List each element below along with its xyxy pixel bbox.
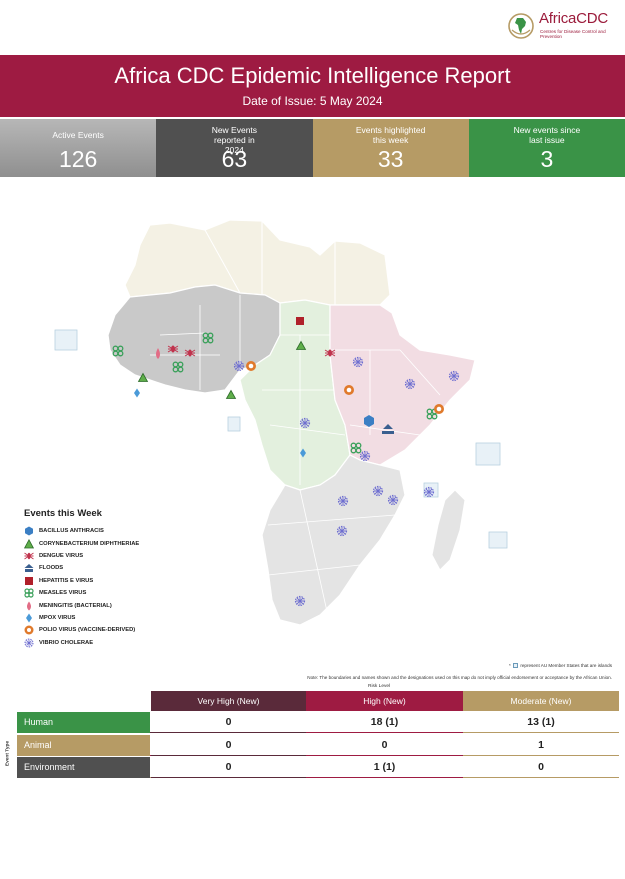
legend-item: DENGUE VIRUS xyxy=(24,550,244,562)
stat-active-events: Active Events 126 xyxy=(0,119,157,177)
meningitis-marker xyxy=(156,348,160,359)
title-banner: Africa CDC Epidemic Intelligence Report … xyxy=(0,55,625,117)
island-cape-verde xyxy=(54,329,78,351)
hepatitis-e-marker xyxy=(296,317,304,325)
legend-item: POLIO VIRUS (VACCINE-DERIVED) xyxy=(24,624,244,636)
row-label: Animal xyxy=(17,735,150,756)
stat-events-highlighted: Events highlighted this week 33 xyxy=(312,119,469,177)
hexagon-icon xyxy=(25,526,33,536)
island-comoros xyxy=(475,442,501,466)
africa-cdc-logo: AfricaCDC Centres for Disease Control an… xyxy=(508,10,620,44)
cholera-icon xyxy=(24,638,34,648)
row-label: Human xyxy=(17,712,150,733)
logo-tagline: Centres for Disease Control and Preventi… xyxy=(540,29,606,39)
stat-label: Events highlighted this week xyxy=(355,125,426,145)
stat-label: New events since last issue xyxy=(513,125,581,145)
cell-very-high: 0 xyxy=(151,735,306,756)
mosquito-icon xyxy=(24,552,34,560)
legend-item: BACILLUS ANTHRACIS xyxy=(24,525,244,537)
flood-icon xyxy=(24,564,34,573)
legend-label: MENINGITIS (BACTERIAL) xyxy=(39,602,112,609)
triangle-icon xyxy=(24,538,34,548)
col-high: High (New) xyxy=(306,691,463,711)
cell-high: 18 (1) xyxy=(306,712,463,733)
event-type-axis: Event Type xyxy=(2,735,14,775)
stat-new-since-last: New events since last issue 3 xyxy=(468,119,625,177)
legend-title: Events this Week xyxy=(24,508,102,519)
east-africa-region xyxy=(329,304,476,466)
stat-value: 126 xyxy=(58,146,98,172)
issue-date: Date of Issue: 5 May 2024 xyxy=(242,94,383,108)
north-africa-region xyxy=(124,219,391,306)
square-icon xyxy=(25,576,33,585)
polio-marker xyxy=(246,361,256,371)
cell-high: 0 xyxy=(306,735,463,756)
legend-label: VIBRIO CHOLERAE xyxy=(39,639,94,646)
africa-map xyxy=(54,219,508,626)
report-title: Africa CDC Epidemic Intelligence Report xyxy=(114,63,511,88)
measles-icon xyxy=(24,588,34,598)
table-row-animal: Animal 0 0 1 xyxy=(17,735,619,756)
row-label: Environment xyxy=(17,757,150,778)
map-legend: Events this Week BACILLUS ANTHRACIS CORY… xyxy=(24,508,244,649)
island-seychelles xyxy=(488,531,508,549)
cell-moderate: 0 xyxy=(463,757,619,778)
legend-item: MENINGITIS (BACTERIAL) xyxy=(24,599,244,611)
legend-label: BACILLUS ANTHRACIS xyxy=(39,528,104,535)
cell-moderate: 13 (1) xyxy=(463,712,619,733)
legend-label: MPOX VIRUS xyxy=(39,614,76,621)
stat-new-events-2024: New Events reported in 2024 63 xyxy=(156,119,313,177)
table-row-human: Human 0 18 (1) 13 (1) xyxy=(17,712,619,733)
legend-item: MEASLES VIRUS xyxy=(24,587,244,599)
polio-marker xyxy=(344,385,354,395)
floods-marker xyxy=(382,424,394,434)
diphtheria-marker xyxy=(226,390,236,399)
cell-very-high: 0 xyxy=(151,757,306,778)
dengue-marker xyxy=(184,349,196,357)
polio-icon xyxy=(24,625,34,635)
map-disclaimer: Note: The boundaries and names shown and… xyxy=(307,675,612,680)
legend-label: POLIO VIRUS (VACCINE-DERIVED) xyxy=(39,627,136,634)
africa-cdc-emblem-icon xyxy=(508,13,534,39)
legend-label: DENGUE VIRUS xyxy=(39,552,84,559)
legend-label: FLOODS xyxy=(39,565,64,572)
cell-high: 1 (1) xyxy=(306,757,463,778)
island-sao-tome xyxy=(227,416,241,432)
stat-value: 63 xyxy=(221,146,248,172)
legend-label: HEPATITIS E VIRUS xyxy=(39,577,94,584)
stat-value: 33 xyxy=(377,146,404,172)
madagascar xyxy=(431,489,466,571)
stat-value: 3 xyxy=(540,146,554,172)
stat-label: New Events reported in 2024 xyxy=(211,125,258,155)
drop-icon xyxy=(27,601,31,611)
legend-item: VIBRIO CHOLERAE xyxy=(24,637,244,649)
legend-item: FLOODS xyxy=(24,562,244,574)
legend-label: MEASLES VIRUS xyxy=(39,590,87,597)
col-very-high: Very High (New) xyxy=(151,691,306,711)
stat-label: Active Events xyxy=(52,130,104,140)
stats-bar: Active Events 126 New Events reported in… xyxy=(0,119,625,177)
islands-note: * represent AU Member States that are is… xyxy=(508,663,612,669)
event-type-label: Event Type xyxy=(5,740,11,767)
dengue-marker xyxy=(324,349,336,357)
mpox-marker xyxy=(134,388,140,398)
logo-name: AfricaCDC xyxy=(539,10,609,27)
legend-item: HEPATITIS E VIRUS xyxy=(24,575,244,587)
cell-very-high: 0 xyxy=(151,712,306,733)
dengue-marker xyxy=(167,345,179,353)
diamond-icon xyxy=(26,613,32,623)
southern-africa-region xyxy=(261,454,406,626)
risk-level-label: Risk Level xyxy=(368,684,391,689)
polio-marker xyxy=(434,404,444,414)
islands-note-prefix: * xyxy=(508,663,511,668)
island-square-icon xyxy=(513,663,519,669)
legend-label: CORYNEBACTERIUM DIPHTHERIAE xyxy=(39,540,140,547)
legend-item: MPOX VIRUS xyxy=(24,612,244,624)
legend-item: CORYNEBACTERIUM DIPHTHERIAE xyxy=(24,537,244,549)
islands-note-text: represent AU Member States that are isla… xyxy=(520,663,612,668)
table-row-environment: Environment 0 1 (1) 0 xyxy=(17,757,619,778)
col-moderate: Moderate (New) xyxy=(463,691,619,711)
cell-moderate: 1 xyxy=(463,735,619,756)
anthrax-marker xyxy=(364,415,374,427)
